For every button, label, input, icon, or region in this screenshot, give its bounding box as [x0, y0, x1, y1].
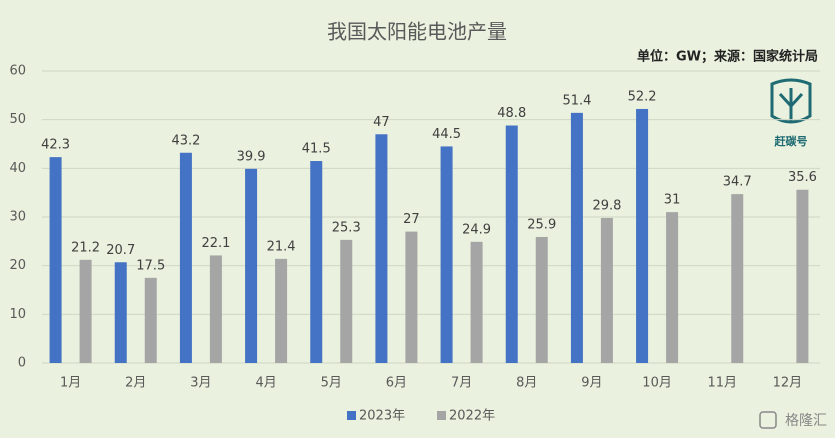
value-label: 27	[403, 212, 420, 227]
value-label: 24.9	[462, 222, 491, 237]
bar	[275, 258, 288, 363]
watermark: 赶碳号	[774, 134, 808, 148]
bar	[49, 157, 62, 363]
x-tick-label: 3月	[190, 376, 211, 391]
value-label: 52.2	[628, 89, 657, 104]
value-label: 51.4	[562, 93, 591, 108]
value-label: 21.2	[71, 240, 100, 255]
value-label: 39.9	[237, 149, 266, 164]
value-label: 35.6	[788, 170, 817, 185]
x-tick-label: 5月	[321, 376, 342, 391]
legend-swatch	[437, 411, 446, 420]
legend-label: 2022年	[449, 409, 495, 424]
bar	[636, 108, 649, 364]
x-tick-label: 9月	[581, 376, 602, 391]
bar	[340, 239, 353, 363]
bar	[179, 152, 192, 363]
x-tick-label: 11月	[707, 376, 737, 391]
x-tick-label: 7月	[451, 376, 472, 391]
value-label: 20.7	[106, 243, 135, 258]
bar	[209, 255, 222, 363]
y-tick-label: 30	[9, 210, 26, 225]
value-label: 47	[373, 115, 390, 130]
x-tick-label: 8月	[516, 376, 537, 391]
bar	[505, 125, 518, 363]
bar	[79, 259, 92, 363]
x-tick-label: 1月	[60, 376, 81, 391]
value-label: 42.3	[41, 138, 70, 153]
bar	[114, 262, 127, 363]
x-tick-label: 2月	[125, 376, 146, 391]
bar	[405, 231, 418, 363]
y-tick-label: 20	[9, 258, 26, 273]
value-label: 48.8	[497, 106, 526, 121]
y-tick-label: 10	[9, 307, 26, 322]
value-label: 34.7	[723, 175, 752, 190]
value-label: 21.4	[267, 239, 296, 254]
x-tick-label: 12月	[773, 376, 803, 391]
x-tick-label: 6月	[386, 376, 407, 391]
value-label: 25.3	[332, 220, 361, 235]
value-label: 43.2	[171, 133, 200, 148]
x-tick-label: 4月	[255, 376, 276, 391]
y-tick-label: 60	[9, 64, 26, 79]
bar	[535, 236, 548, 363]
bar	[310, 161, 323, 363]
y-tick-label: 0	[18, 356, 26, 371]
watermark-icon	[759, 411, 777, 429]
value-label: 22.1	[201, 236, 230, 251]
bar	[666, 212, 679, 363]
subtitle: 单位：GW；来源：国家统计局	[637, 49, 818, 65]
bar	[570, 112, 583, 363]
value-label: 44.5	[432, 127, 461, 142]
bar	[796, 189, 809, 363]
x-tick-label: 10月	[642, 376, 672, 391]
value-label: 41.5	[302, 142, 331, 157]
bar	[731, 194, 744, 363]
legend-swatch	[347, 411, 356, 420]
bar	[245, 168, 258, 363]
watermark: 格隆汇	[785, 413, 827, 429]
bar	[600, 217, 613, 363]
bar	[375, 134, 388, 363]
bar	[144, 277, 157, 363]
value-label: 17.5	[136, 258, 165, 273]
bar	[470, 241, 483, 363]
y-tick-label: 50	[9, 112, 26, 127]
legend-label: 2023年	[359, 409, 405, 424]
value-label: 31	[664, 193, 681, 208]
y-tick-label: 40	[9, 161, 26, 176]
value-label: 29.8	[592, 198, 621, 213]
chart-title: 我国太阳能电池产量	[327, 20, 507, 44]
bar	[440, 146, 453, 363]
value-label: 25.9	[527, 217, 556, 232]
